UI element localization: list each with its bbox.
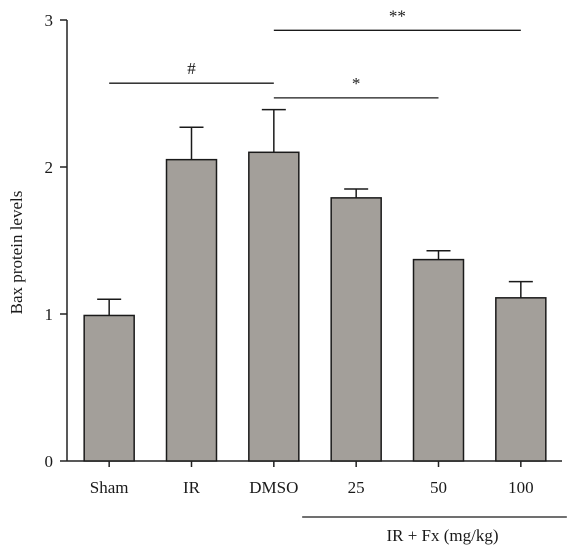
x-tick-label: IR (183, 478, 201, 497)
bar (165, 158, 218, 462)
bar (248, 151, 300, 462)
significance-label: ** (389, 6, 406, 25)
group-label: IR + Fx (mg/kg) (386, 526, 498, 545)
significance-label: * (352, 74, 361, 93)
y-axis-title: Bax protein levels (7, 191, 26, 315)
x-tick-label: 25 (348, 478, 365, 497)
bar (412, 258, 465, 462)
y-tick-label: 2 (45, 158, 54, 177)
x-tick-label: DMSO (249, 478, 298, 497)
bar (495, 297, 547, 462)
bar (330, 197, 382, 462)
significance-label: # (187, 59, 196, 78)
x-tick-label: 100 (508, 478, 534, 497)
bar (83, 314, 135, 462)
y-tick-label: 3 (45, 11, 54, 30)
x-tick-label: 50 (430, 478, 447, 497)
y-tick-label: 0 (45, 452, 54, 471)
y-tick-label: 1 (45, 305, 54, 324)
x-tick-label: Sham (90, 478, 129, 497)
